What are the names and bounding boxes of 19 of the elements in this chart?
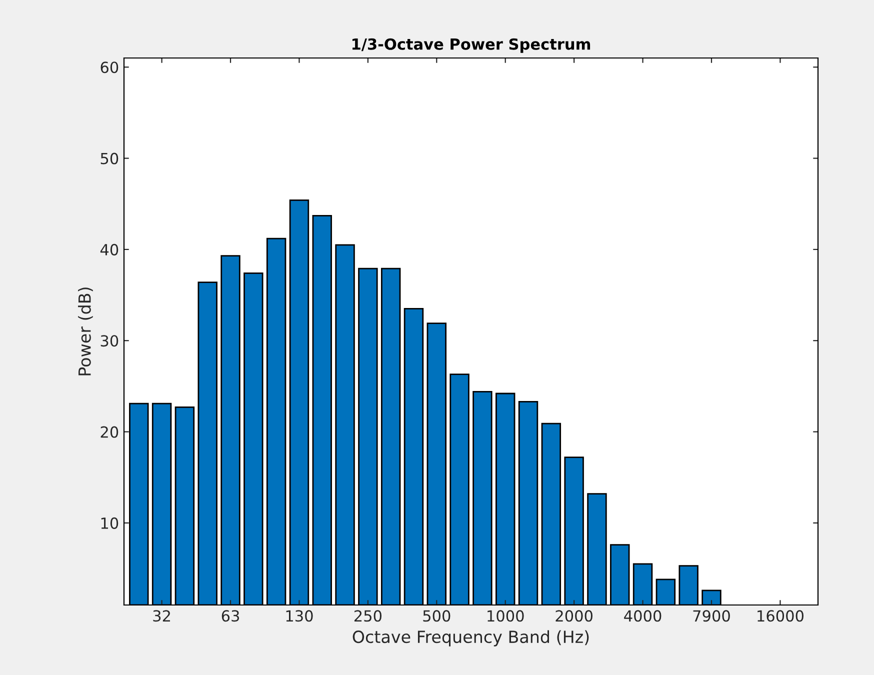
y-tick-label: 10 <box>101 517 118 529</box>
x-tick-label: 32 <box>153 610 170 622</box>
x-tick-label: 2000 <box>556 610 592 622</box>
x-tick-label: 4000 <box>624 610 662 622</box>
x-tick-label: 130 <box>286 610 313 622</box>
x-tick-label: 16000 <box>758 610 804 622</box>
chart-title: 1/3-Octave Power Spectrum <box>352 38 590 53</box>
y-tick-label: 30 <box>100 335 118 347</box>
x-tick-label: 63 <box>222 610 239 622</box>
x-tick-label: 1000 <box>488 610 524 622</box>
x-tick-label: 7900 <box>693 610 730 622</box>
x-tick-label: 500 <box>423 610 450 622</box>
y-tick-label: 40 <box>100 244 118 256</box>
y-tick-label: 60 <box>100 62 118 74</box>
y-tick-label: 20 <box>100 426 118 438</box>
y-tick-label: 50 <box>100 152 118 164</box>
x-tick-label: 250 <box>354 610 382 622</box>
y-axis-title: Power (dB) <box>78 288 93 376</box>
x-axis-title: Octave Frequency Band (Hz) <box>352 630 589 646</box>
